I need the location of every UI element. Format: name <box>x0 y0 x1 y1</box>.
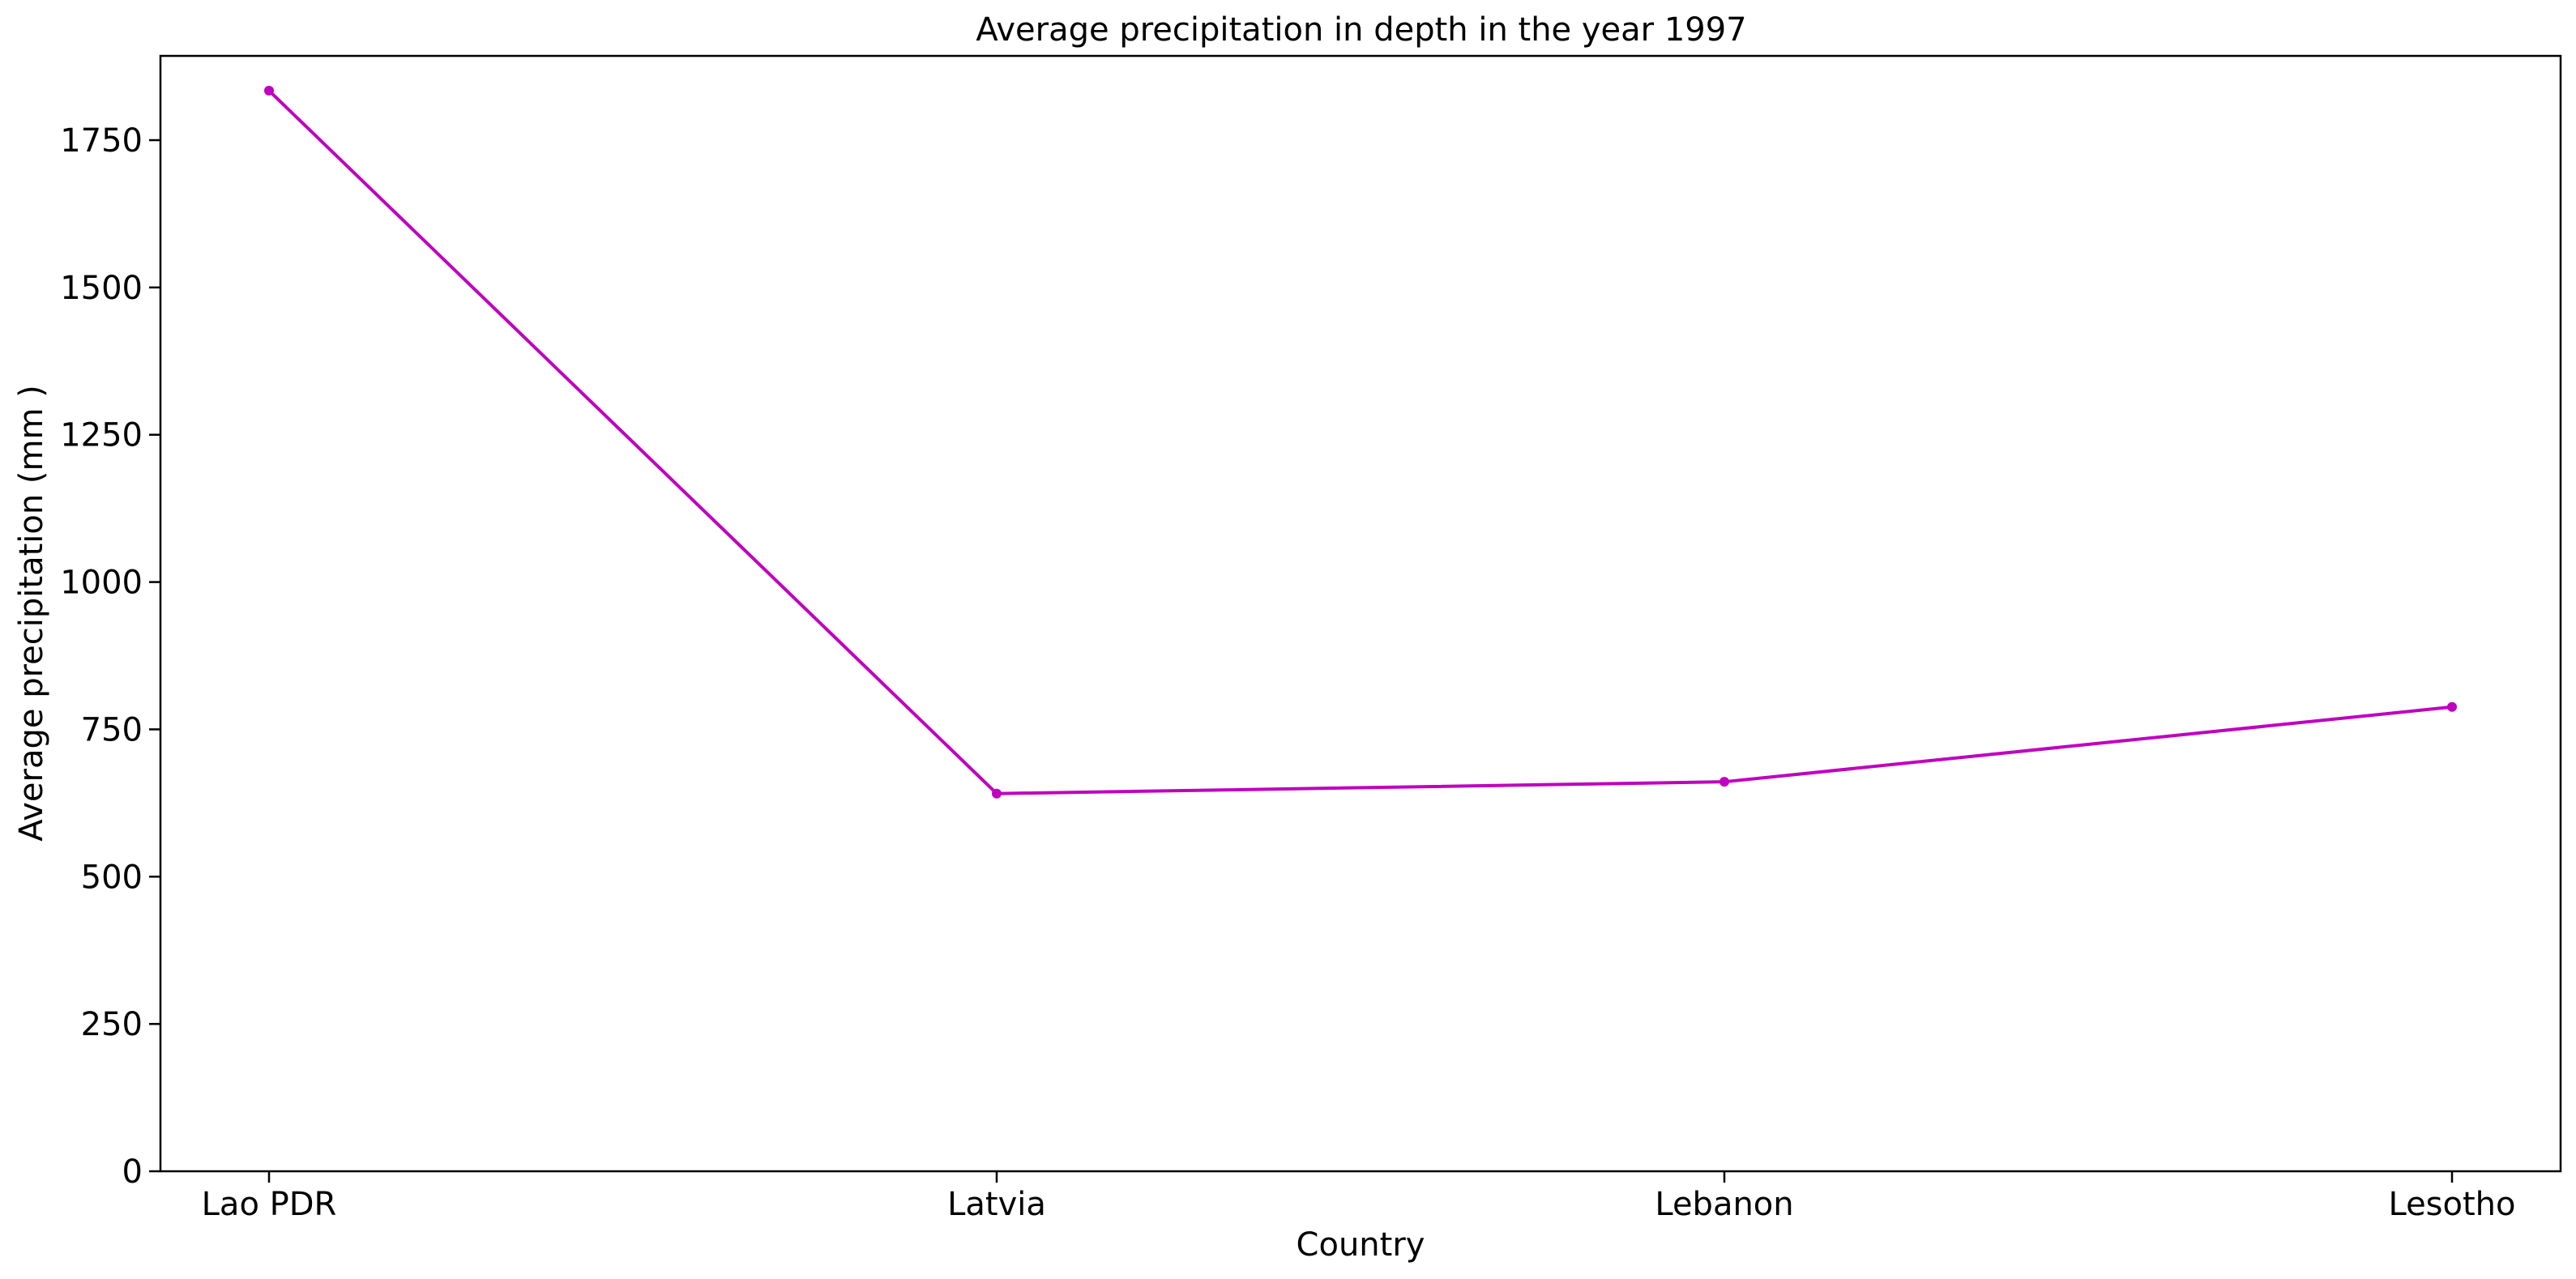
plot-frame <box>159 54 2562 1173</box>
y-axis-label: Average precipitation (mm ) <box>13 385 50 842</box>
x-tick-label: Lesotho <box>2388 1186 2515 1223</box>
x-tick-label: Lao PDR <box>202 1186 337 1223</box>
series-line <box>267 89 2453 795</box>
data-point <box>992 788 1002 799</box>
x-axis-label: Country <box>1297 1226 1425 1264</box>
data-point <box>2447 701 2457 712</box>
y-tick-label: 1250 <box>60 417 143 454</box>
data-point <box>264 85 274 96</box>
data-point <box>1719 777 1729 787</box>
y-tick-label: 1500 <box>60 270 143 307</box>
y-tick-label: 500 <box>81 859 143 896</box>
x-tick-label: Latvia <box>947 1186 1046 1223</box>
y-tick-label: 1750 <box>60 122 143 160</box>
y-tick-label: 1000 <box>60 565 143 602</box>
x-tick-label: Lebanon <box>1655 1186 1793 1223</box>
x-axis-ticks: Lao PDR Latvia Lebanon Lesotho <box>202 1171 2516 1223</box>
y-axis-ticks: 0 250 500 750 1000 1250 1500 1750 <box>60 122 160 1191</box>
y-tick-label: 250 <box>81 1006 143 1043</box>
y-tick-label: 750 <box>81 711 143 748</box>
y-tick-label: 0 <box>122 1153 143 1191</box>
data-points <box>264 85 2457 799</box>
chart-title: Average precipitation in depth in the ye… <box>976 11 1746 49</box>
